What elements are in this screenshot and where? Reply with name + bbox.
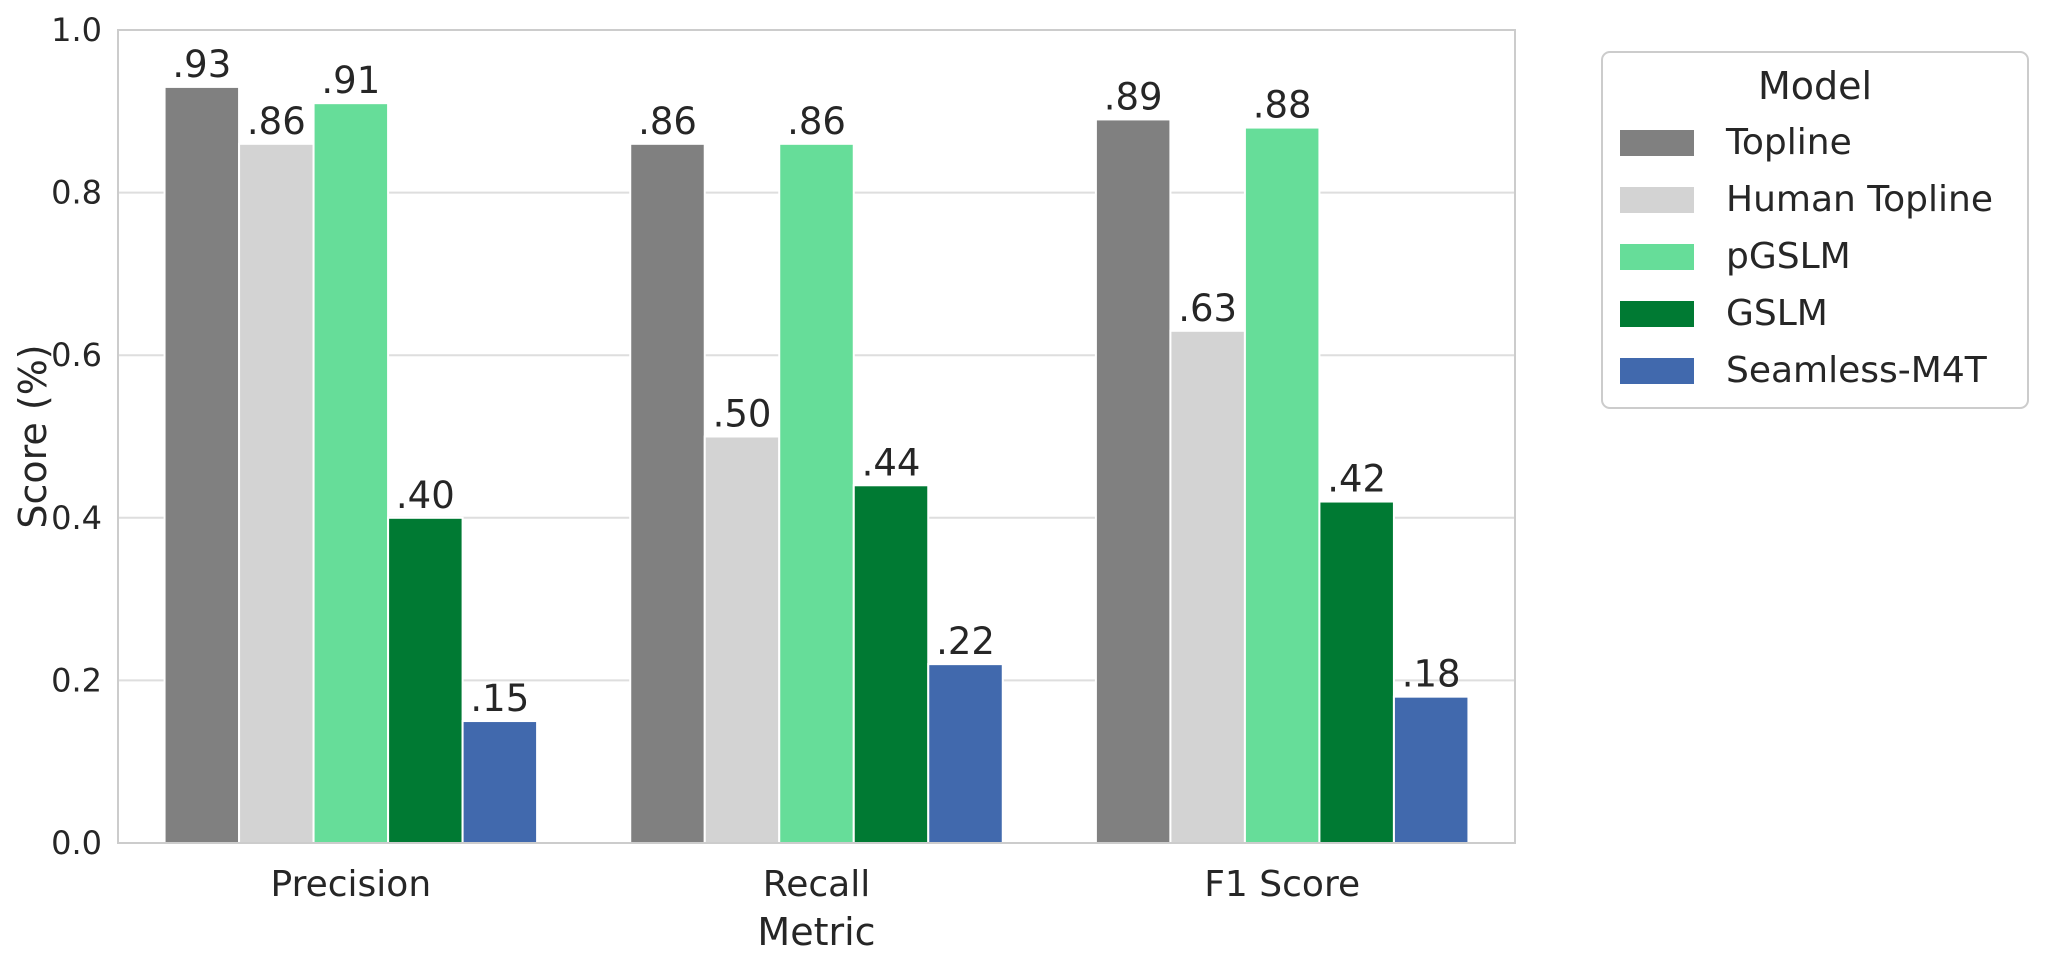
bar [461, 720, 539, 844]
bar-value-label: .63 [1178, 287, 1237, 330]
bar [629, 142, 706, 844]
bar-value-label: .89 [1104, 75, 1163, 118]
y-tick-label: 0.6 [51, 336, 102, 374]
bar [1169, 329, 1246, 844]
y-axis-title: Score (%) [11, 344, 55, 528]
legend-box [1601, 51, 2029, 409]
bar-value-label: .86 [247, 100, 306, 143]
legend-swatch [1620, 130, 1694, 156]
y-tick-label: 1.0 [51, 11, 102, 49]
bar-value-label: .15 [470, 677, 529, 720]
bar-value-labels: .93 .86 .91 .40 .15 .86 .50 .86 .44 .22 .89 .63 .88.… [172, 43, 1460, 720]
bar [1243, 126, 1321, 844]
legend-label: pGSLM [1726, 236, 1851, 277]
bar-value-label: .88 [1253, 84, 1312, 127]
bar-value-label: .50 [713, 393, 772, 436]
y-tick-label: 0.8 [51, 174, 102, 212]
legend-swatch [1620, 244, 1694, 270]
legend-label: GSLM [1726, 293, 1828, 334]
bar [163, 85, 241, 845]
bar-value-label: .86 [638, 100, 697, 143]
x-tick-label: Precision [271, 864, 432, 905]
bar [927, 663, 1004, 845]
bar [1318, 500, 1395, 844]
bar [703, 435, 781, 844]
bar-value-label: .40 [396, 474, 455, 517]
bar [1094, 118, 1172, 845]
axes: 0.0 0.2 0.4 0.6 0.8 1.0 Precision Recall F1 Scor… [11, 11, 1360, 954]
bar [312, 102, 390, 845]
legend-swatch [1620, 301, 1694, 327]
legend-label: Seamless-M4T [1726, 350, 1988, 391]
bar [852, 484, 930, 844]
bar-value-label: .18 [1402, 653, 1461, 696]
y-tick-label: 0.0 [51, 824, 102, 862]
legend: Model Topline Human Topline pGSLM GSLM Seamle… [1601, 51, 2029, 409]
x-tick-label: Recall [763, 864, 870, 905]
legend-swatch [1620, 358, 1694, 384]
legend-label: Topline [1725, 122, 1852, 163]
bar [238, 142, 315, 844]
y-tick-label: 0.4 [51, 499, 102, 537]
bar-value-label: .44 [862, 441, 921, 484]
x-tick-label: F1 Score [1204, 864, 1360, 905]
x-axis-title: Metric [757, 910, 875, 954]
bar-value-label: .22 [936, 620, 995, 663]
bar-value-label: .91 [321, 59, 380, 102]
bar [387, 516, 464, 844]
y-tick-label: 0.2 [51, 661, 102, 699]
bars [163, 85, 1470, 845]
legend-title: Model [1758, 64, 1872, 108]
plot-frame [117, 29, 1516, 844]
bar [778, 142, 855, 844]
bar [1392, 695, 1470, 844]
bar-value-label: .86 [787, 100, 846, 143]
legend-label: Human Topline [1726, 179, 1993, 220]
bar-value-label: .42 [1327, 458, 1386, 501]
legend-swatch [1620, 187, 1694, 213]
bar-value-label: .93 [172, 43, 231, 86]
